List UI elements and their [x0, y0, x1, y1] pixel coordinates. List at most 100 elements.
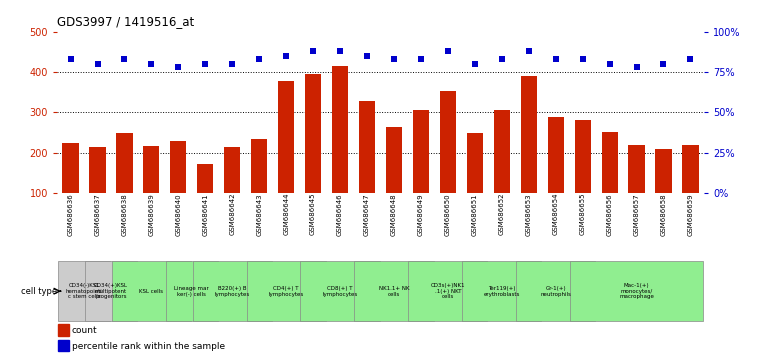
- Text: GSM686645: GSM686645: [310, 193, 316, 235]
- Text: GSM686649: GSM686649: [418, 193, 424, 235]
- Text: GSM686642: GSM686642: [229, 193, 235, 235]
- Text: GSM686644: GSM686644: [283, 193, 289, 235]
- Bar: [355, 261, 434, 321]
- Bar: [462, 261, 541, 321]
- Bar: [408, 261, 488, 321]
- Text: Gr-1(+)
neutrophils: Gr-1(+) neutrophils: [540, 286, 571, 297]
- Text: cell type: cell type: [21, 287, 58, 296]
- Text: GSM686651: GSM686651: [472, 193, 478, 235]
- Bar: [332, 66, 348, 233]
- Point: [630, 64, 642, 70]
- Text: GSM686659: GSM686659: [687, 193, 693, 235]
- Text: KSL cells: KSL cells: [139, 289, 164, 294]
- Bar: [412, 110, 429, 233]
- Point: [549, 56, 562, 62]
- Text: CD3s(+)NK1
.1(+) NKT
cells: CD3s(+)NK1 .1(+) NKT cells: [431, 283, 465, 299]
- Text: GSM686641: GSM686641: [202, 193, 209, 235]
- Bar: [359, 101, 375, 233]
- Bar: [58, 261, 110, 321]
- Point: [415, 56, 427, 62]
- Bar: [62, 143, 78, 233]
- Text: GSM686646: GSM686646: [337, 193, 343, 235]
- Point: [577, 56, 589, 62]
- Bar: [516, 261, 595, 321]
- Text: GSM686658: GSM686658: [661, 193, 667, 235]
- Text: GSM686650: GSM686650: [445, 193, 451, 235]
- Point: [172, 64, 184, 70]
- Bar: [112, 261, 191, 321]
- Point: [91, 61, 103, 67]
- Point: [253, 56, 266, 62]
- Point: [280, 53, 292, 59]
- Text: GSM686636: GSM686636: [68, 193, 74, 236]
- Text: GSM686638: GSM686638: [122, 193, 127, 236]
- Text: CD8(+) T
lymphocytes: CD8(+) T lymphocytes: [323, 286, 358, 297]
- Text: GSM686643: GSM686643: [256, 193, 263, 235]
- Text: Ter119(+)
erythroblasts: Ter119(+) erythroblasts: [483, 286, 520, 297]
- Text: count: count: [72, 326, 97, 335]
- Bar: [251, 138, 267, 233]
- Text: GDS3997 / 1419516_at: GDS3997 / 1419516_at: [57, 15, 194, 28]
- Bar: [301, 261, 380, 321]
- Text: GSM686656: GSM686656: [607, 193, 613, 235]
- Text: GSM686640: GSM686640: [175, 193, 181, 235]
- Bar: [143, 146, 160, 233]
- Text: GSM686653: GSM686653: [526, 193, 532, 235]
- Point: [119, 56, 131, 62]
- Bar: [629, 144, 645, 233]
- Bar: [59, 340, 69, 352]
- Text: NK1.1+ NK
cells: NK1.1+ NK cells: [379, 286, 409, 297]
- Bar: [575, 120, 591, 233]
- Text: GSM686657: GSM686657: [634, 193, 639, 235]
- Text: GSM686655: GSM686655: [580, 193, 586, 235]
- Text: CD34(+)KSL
multipotent
progenitors: CD34(+)KSL multipotent progenitors: [94, 283, 128, 299]
- Point: [442, 48, 454, 54]
- Text: percentile rank within the sample: percentile rank within the sample: [72, 342, 225, 350]
- Point: [684, 56, 696, 62]
- Point: [388, 56, 400, 62]
- Text: CD4(+) T
lymphocytes: CD4(+) T lymphocytes: [269, 286, 304, 297]
- Bar: [90, 147, 106, 233]
- Bar: [193, 261, 272, 321]
- Text: GSM686637: GSM686637: [94, 193, 100, 236]
- Bar: [440, 91, 456, 233]
- Bar: [570, 261, 703, 321]
- Bar: [59, 324, 69, 336]
- Bar: [166, 261, 218, 321]
- Point: [65, 56, 77, 62]
- Bar: [466, 133, 483, 233]
- Point: [361, 53, 373, 59]
- Bar: [224, 147, 240, 233]
- Bar: [386, 127, 402, 233]
- Bar: [494, 110, 510, 233]
- Bar: [521, 76, 537, 233]
- Point: [226, 61, 238, 67]
- Point: [603, 61, 616, 67]
- Point: [495, 56, 508, 62]
- Text: Lineage mar
ker(-) cells: Lineage mar ker(-) cells: [174, 286, 209, 297]
- Text: GSM686648: GSM686648: [391, 193, 397, 235]
- Text: Mac-1(+)
monocytes/
macrophage: Mac-1(+) monocytes/ macrophage: [619, 283, 654, 299]
- Text: GSM686652: GSM686652: [498, 193, 505, 235]
- Text: B220(+) B
lymphocytes: B220(+) B lymphocytes: [215, 286, 250, 297]
- Text: CD34(-)KSL
hematopoieti
c stem cells: CD34(-)KSL hematopoieti c stem cells: [65, 283, 103, 299]
- Text: GSM686647: GSM686647: [364, 193, 370, 235]
- Point: [523, 48, 535, 54]
- Point: [199, 61, 212, 67]
- Bar: [247, 261, 326, 321]
- Text: GSM686654: GSM686654: [552, 193, 559, 235]
- Point: [334, 48, 346, 54]
- Bar: [170, 141, 186, 233]
- Bar: [278, 81, 295, 233]
- Point: [307, 48, 319, 54]
- Bar: [116, 133, 132, 233]
- Point: [469, 61, 481, 67]
- Text: GSM686639: GSM686639: [148, 193, 154, 236]
- Bar: [601, 132, 618, 233]
- Bar: [197, 164, 213, 233]
- Bar: [84, 261, 137, 321]
- Bar: [548, 117, 564, 233]
- Bar: [683, 145, 699, 233]
- Point: [145, 61, 158, 67]
- Point: [658, 61, 670, 67]
